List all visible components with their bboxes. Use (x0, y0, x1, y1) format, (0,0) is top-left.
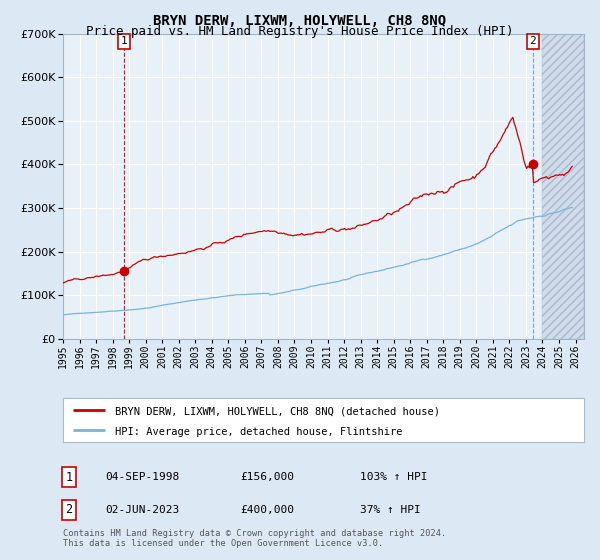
Text: 2: 2 (65, 503, 73, 516)
Text: 37% ↑ HPI: 37% ↑ HPI (360, 505, 421, 515)
Text: 1: 1 (65, 470, 73, 484)
Bar (542, 34, 584, 339)
Text: 1: 1 (121, 36, 127, 46)
Text: HPI: Average price, detached house, Flintshire: HPI: Average price, detached house, Flin… (115, 427, 403, 437)
Bar (542, 34, 584, 339)
Text: 04-SEP-1998: 04-SEP-1998 (105, 472, 179, 482)
Text: £156,000: £156,000 (240, 472, 294, 482)
Text: BRYN DERW, LIXWM, HOLYWELL, CH8 8NQ (detached house): BRYN DERW, LIXWM, HOLYWELL, CH8 8NQ (det… (115, 406, 440, 416)
Text: Contains HM Land Registry data © Crown copyright and database right 2024.: Contains HM Land Registry data © Crown c… (63, 529, 446, 538)
Text: £400,000: £400,000 (240, 505, 294, 515)
Text: Price paid vs. HM Land Registry's House Price Index (HPI): Price paid vs. HM Land Registry's House … (86, 25, 514, 38)
Text: BRYN DERW, LIXWM, HOLYWELL, CH8 8NQ: BRYN DERW, LIXWM, HOLYWELL, CH8 8NQ (154, 14, 446, 28)
Text: 103% ↑ HPI: 103% ↑ HPI (360, 472, 427, 482)
Text: 2: 2 (530, 36, 536, 46)
Text: 02-JUN-2023: 02-JUN-2023 (105, 505, 179, 515)
Text: This data is licensed under the Open Government Licence v3.0.: This data is licensed under the Open Gov… (63, 539, 383, 548)
